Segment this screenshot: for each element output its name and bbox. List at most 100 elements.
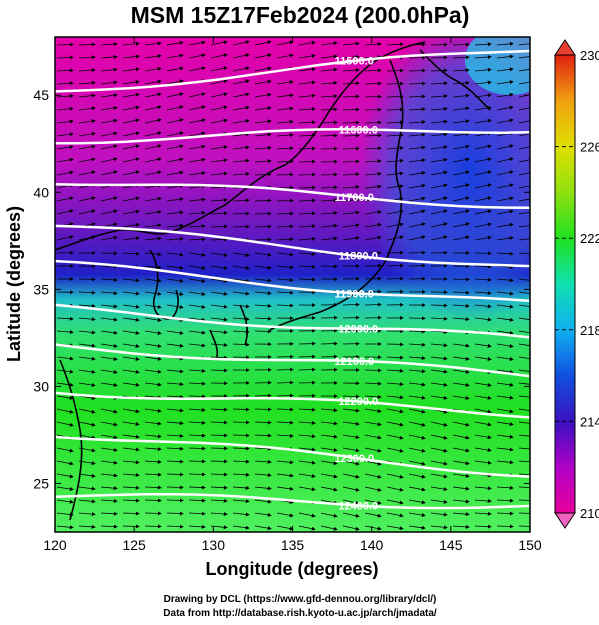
wind-arrow bbox=[430, 196, 448, 202]
wind-arrow bbox=[452, 486, 470, 491]
wind-arrow bbox=[408, 145, 426, 150]
wind-arrow bbox=[496, 170, 514, 176]
wind-arrow bbox=[364, 68, 382, 73]
contour-line bbox=[55, 303, 530, 339]
wind-arrow bbox=[122, 498, 140, 503]
wind-arrow bbox=[188, 511, 206, 516]
wind-arrow bbox=[518, 146, 530, 150]
wind-arrow bbox=[518, 291, 530, 294]
wind-arrow bbox=[452, 421, 470, 427]
wind-arrow bbox=[298, 211, 316, 216]
wind-arrow bbox=[232, 291, 250, 296]
wind-arrow bbox=[254, 499, 272, 504]
wind-arrow bbox=[166, 446, 184, 451]
wind-arrow bbox=[518, 408, 530, 412]
wind-arrow bbox=[342, 473, 360, 479]
wind-arrow bbox=[78, 434, 96, 440]
wind-arrow bbox=[408, 158, 426, 163]
wind-arrow bbox=[518, 159, 530, 163]
wind-arrow bbox=[496, 105, 514, 111]
wind-arrow bbox=[496, 144, 514, 150]
wind-arrow bbox=[342, 394, 360, 399]
wind-arrow bbox=[430, 55, 448, 60]
wind-arrow bbox=[518, 369, 530, 372]
wind-arrow bbox=[254, 145, 272, 150]
wind-arrow bbox=[100, 343, 118, 348]
wind-arrow bbox=[100, 369, 118, 374]
wind-arrow bbox=[408, 499, 426, 505]
wind-arrow bbox=[364, 94, 382, 99]
wind-arrow bbox=[298, 512, 316, 518]
wind-arrow bbox=[122, 304, 140, 309]
wind-arrow bbox=[320, 434, 338, 439]
wind-arrow bbox=[188, 53, 206, 59]
wind-arrow bbox=[452, 303, 470, 308]
wind-arrow bbox=[276, 172, 294, 177]
wind-arrow bbox=[210, 407, 228, 412]
wind-arrow bbox=[144, 265, 162, 270]
wind-arrow bbox=[56, 119, 74, 124]
wind-arrow bbox=[298, 54, 316, 59]
wind-arrow bbox=[78, 93, 96, 98]
wind-arrow bbox=[188, 304, 206, 309]
wind-arrow bbox=[386, 447, 404, 453]
wind-arrow bbox=[78, 524, 96, 529]
wind-arrow bbox=[232, 158, 250, 163]
wind-arrow bbox=[166, 394, 184, 399]
wind-arrow bbox=[408, 120, 426, 125]
wind-arrow bbox=[78, 343, 96, 348]
wind-arrow bbox=[232, 224, 250, 229]
wind-arrow bbox=[430, 421, 448, 427]
wind-arrow bbox=[518, 120, 530, 124]
wind-arrow bbox=[78, 119, 96, 124]
wind-arrow bbox=[254, 512, 272, 517]
wind-arrow bbox=[452, 55, 470, 60]
wind-arrow bbox=[386, 408, 404, 414]
wind-arrow bbox=[474, 42, 492, 47]
wind-arrow bbox=[408, 434, 426, 440]
wind-arrow bbox=[408, 369, 426, 374]
wind-arrow bbox=[100, 80, 118, 85]
wind-arrow bbox=[254, 303, 272, 308]
wind-arrow bbox=[452, 131, 470, 137]
wind-arrow bbox=[210, 145, 228, 150]
wind-arrow bbox=[364, 81, 382, 86]
wind-arrow bbox=[100, 511, 118, 516]
wind-arrow bbox=[518, 56, 530, 59]
wind-arrow bbox=[364, 447, 382, 453]
wind-arrow bbox=[298, 107, 316, 112]
wind-arrow bbox=[496, 92, 514, 98]
wind-arrow bbox=[496, 330, 514, 335]
wind-arrow bbox=[144, 317, 162, 322]
y-tick-label: 30 bbox=[33, 378, 49, 394]
wind-arrow bbox=[408, 512, 426, 517]
wind-arrow bbox=[210, 92, 228, 98]
wind-arrow bbox=[166, 210, 184, 215]
coastlines bbox=[55, 41, 491, 521]
wind-arrow bbox=[122, 524, 140, 529]
wind-arrow bbox=[298, 133, 316, 138]
wind-arrow bbox=[144, 170, 162, 176]
wind-arrow bbox=[408, 68, 426, 73]
wind-arrow bbox=[496, 183, 514, 189]
wind-arrow bbox=[474, 170, 492, 176]
wind-arrow bbox=[320, 525, 338, 531]
wind-arrow bbox=[276, 53, 294, 59]
wind-arrow bbox=[408, 329, 426, 334]
wind-arrow bbox=[276, 224, 294, 229]
wind-arrow bbox=[386, 434, 404, 440]
wind-arrow bbox=[386, 486, 404, 492]
wind-arrow bbox=[364, 499, 382, 505]
wind-arrow bbox=[518, 434, 530, 437]
wind-arrow bbox=[144, 330, 162, 335]
wind-arrow bbox=[78, 170, 96, 176]
wind-arrow bbox=[254, 66, 272, 72]
wind-arrow bbox=[144, 118, 162, 124]
wind-arrow bbox=[452, 524, 470, 529]
wind-arrow bbox=[276, 252, 294, 257]
wind-arrow bbox=[144, 472, 162, 477]
wind-arrow bbox=[342, 172, 360, 177]
wind-arrow bbox=[56, 408, 74, 414]
wind-arrow bbox=[232, 433, 250, 438]
wind-arrow bbox=[122, 434, 140, 439]
